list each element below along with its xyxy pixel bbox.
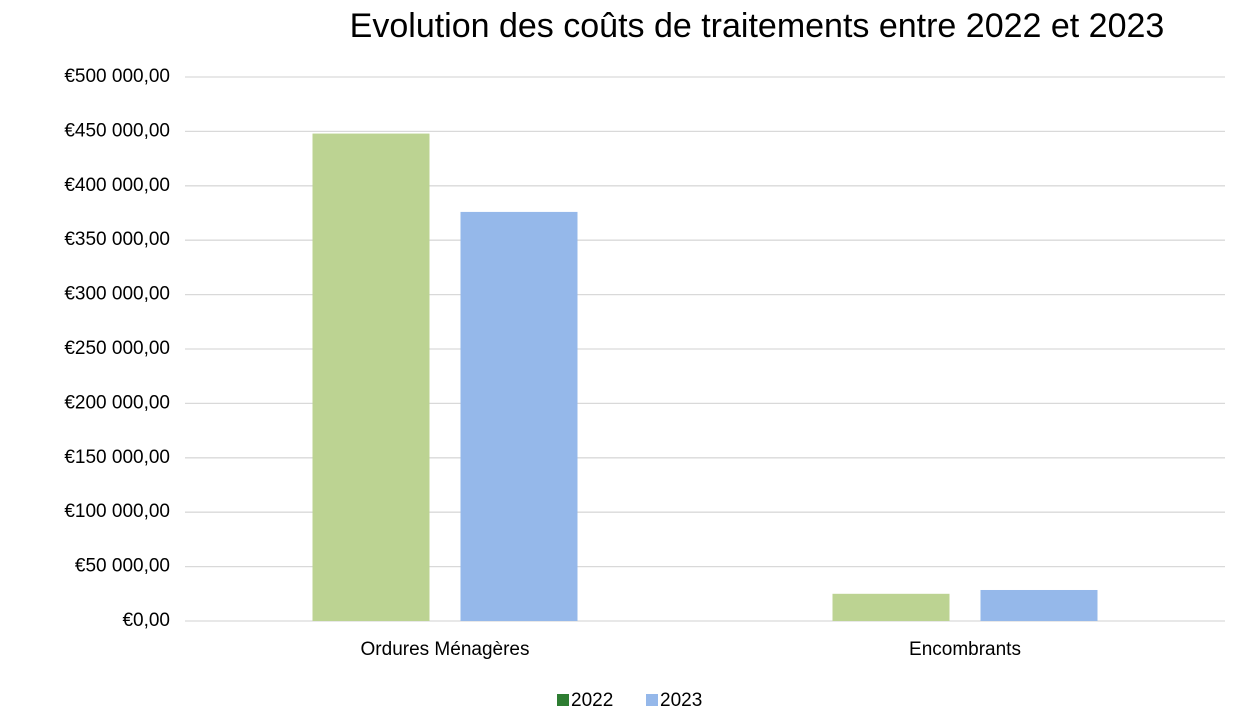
x-tick-label: Encombrants (909, 639, 1021, 660)
y-tick-label: €400 000,00 (64, 175, 170, 196)
y-tick-label: €250 000,00 (64, 338, 170, 359)
legend-swatch (557, 694, 569, 706)
y-tick-label: €200 000,00 (64, 392, 170, 413)
y-tick-label: €0,00 (122, 610, 170, 631)
y-tick-label: €100 000,00 (64, 501, 170, 522)
y-tick-label: €500 000,00 (64, 66, 170, 87)
bar (460, 211, 578, 622)
y-tick-label: €450 000,00 (64, 120, 170, 141)
chart-title: Evolution des coûts de traitements entre… (350, 7, 1165, 45)
y-tick-label: €50 000,00 (75, 556, 170, 577)
y-tick-label: €150 000,00 (64, 447, 170, 468)
legend-label: 2022 (571, 690, 613, 711)
x-tick-label: Ordures Ménagères (361, 639, 530, 660)
bar (832, 593, 950, 621)
legend-label: 2023 (660, 690, 702, 711)
y-tick-label: €300 000,00 (64, 284, 170, 305)
y-tick-label: €350 000,00 (64, 229, 170, 250)
bar (980, 589, 1098, 621)
bar (312, 133, 430, 622)
legend-swatch (646, 694, 658, 706)
